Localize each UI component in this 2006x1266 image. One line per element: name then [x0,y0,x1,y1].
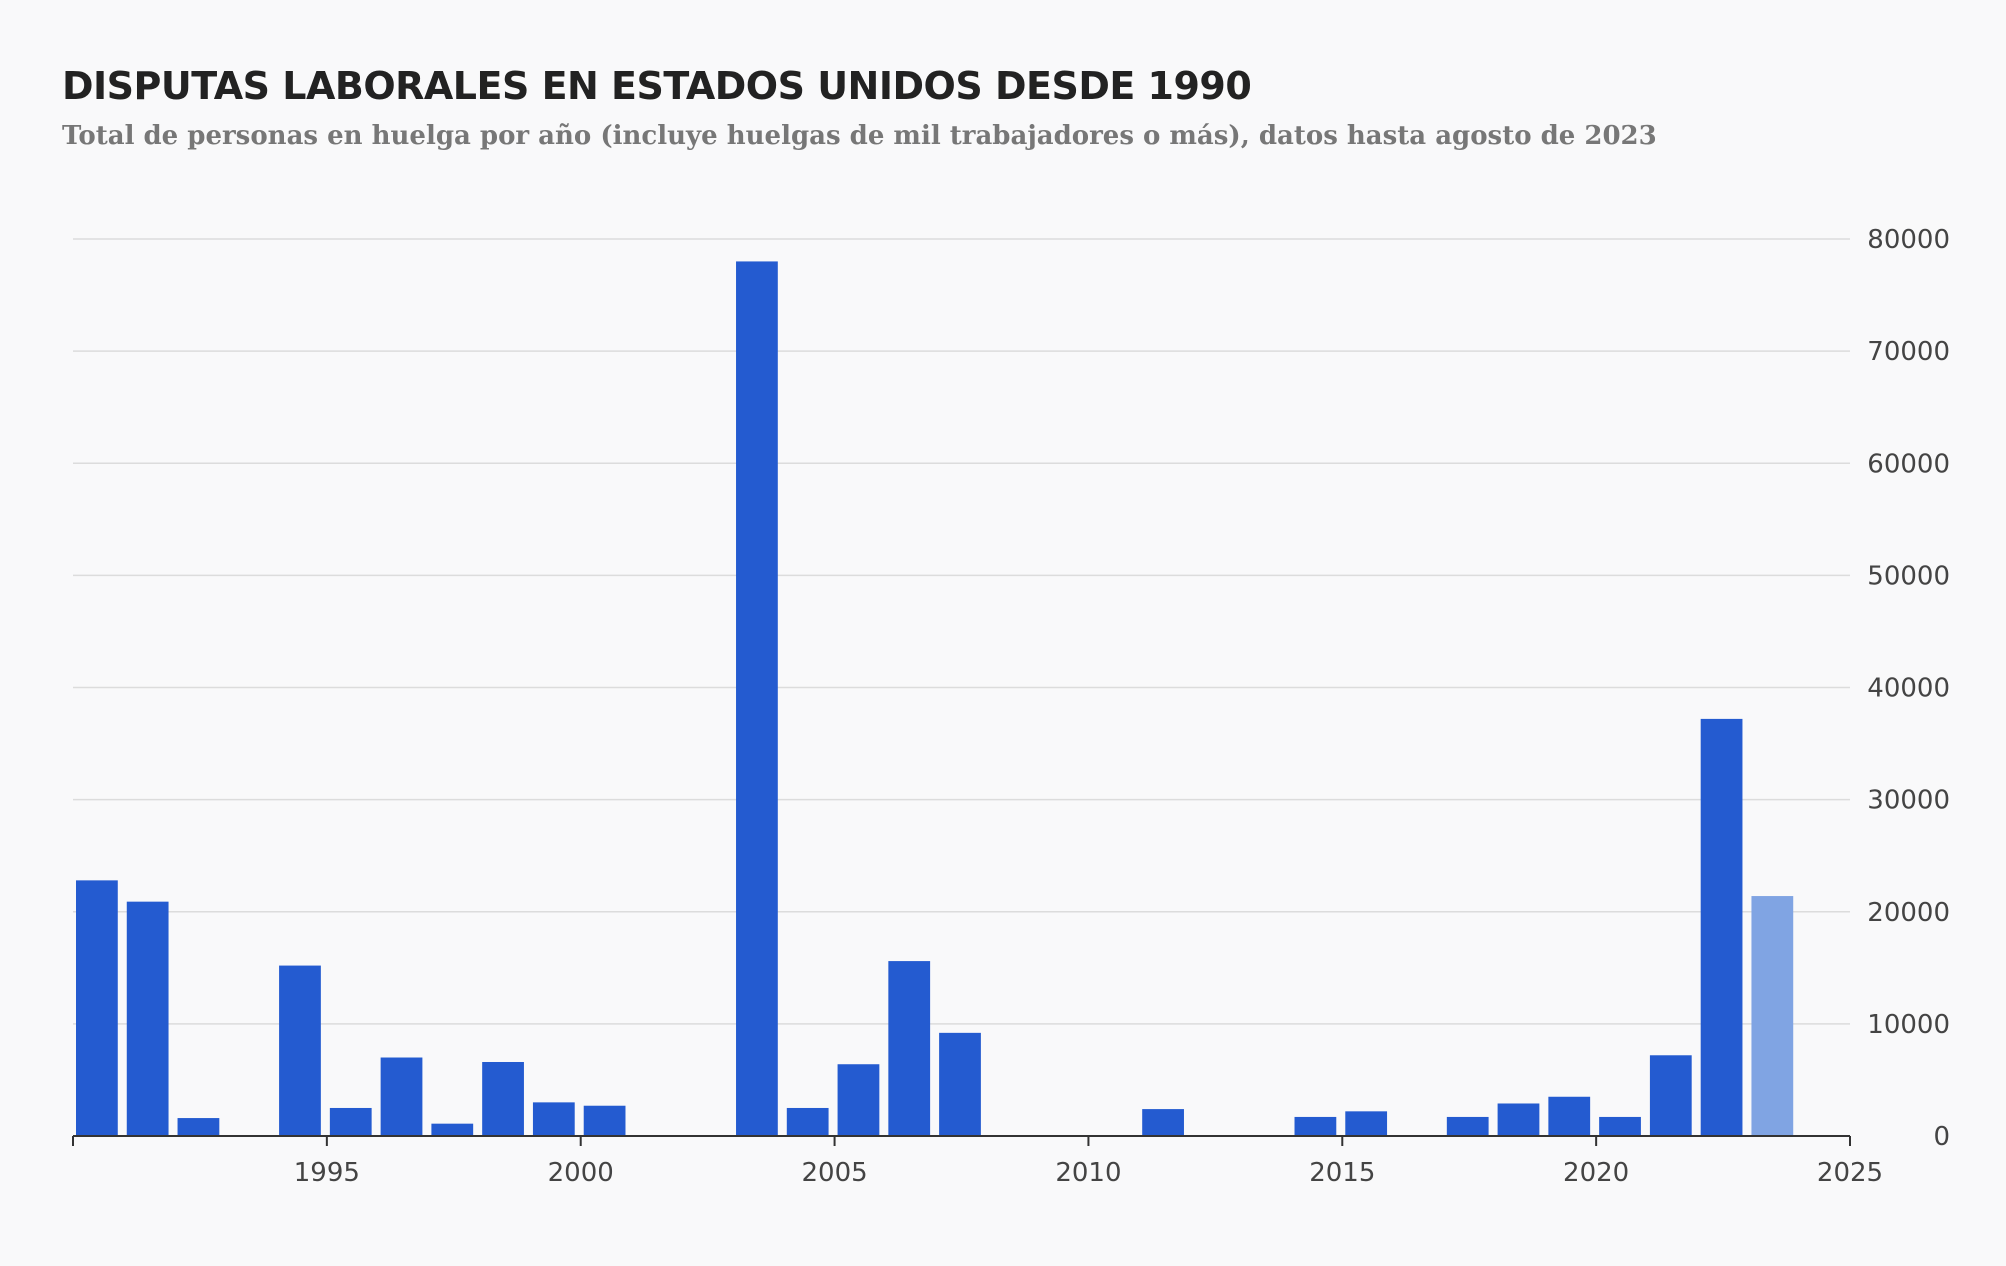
bar-1997 [431,1123,474,1136]
y-tick-label: 60000 [1867,449,1950,479]
y-tick-label: 10000 [1867,1010,1950,1040]
bar-2018 [1497,1103,1540,1136]
bar-1996 [380,1057,423,1136]
chart-subtitle: Total de personas en huelga por año (inc… [62,121,1657,151]
y-tick-label: 40000 [1867,674,1950,704]
bar-1995 [329,1107,372,1136]
bar-2003 [736,261,778,1136]
x-tick-label: 2000 [548,1158,614,1188]
y-tick-label: 0 [1933,1122,1950,1152]
x-tick-label: 2025 [1817,1158,1883,1188]
bars [76,261,1794,1136]
bar-2004 [786,1107,829,1136]
y-tick-label: 70000 [1867,337,1950,367]
x-axis-ticks: 1995 2000 2005 2010 2015 2020 2025 [294,1158,1883,1188]
bar-2020 [1599,1116,1641,1136]
y-tick-label: 80000 [1867,225,1950,255]
bar-1994 [279,965,321,1136]
x-tick-label: 2015 [1309,1158,1375,1188]
bar-1999 [532,1102,575,1136]
x-tick-label: 1995 [294,1158,360,1188]
bar-1998 [482,1061,524,1136]
bar-2011 [1142,1109,1184,1136]
bar-2006 [888,961,931,1136]
bar-2007 [939,1032,981,1136]
bar-2014 [1294,1116,1337,1136]
bar-2023 [1751,896,1794,1136]
x-tick-label: 2010 [1055,1158,1121,1188]
bar-2021 [1649,1055,1692,1136]
y-tick-label: 30000 [1867,786,1950,816]
bar-2005 [837,1064,880,1136]
x-tick-label: 2005 [801,1158,867,1188]
bar-2000 [583,1105,626,1136]
bar-1991 [126,901,169,1136]
bar-1992 [177,1118,220,1136]
y-tick-label: 50000 [1867,561,1950,591]
bar-2022 [1700,718,1743,1136]
y-tick-label: 20000 [1867,898,1950,928]
grid-lines [73,238,1850,1025]
x-tick-label: 2020 [1563,1158,1629,1188]
y-axis-ticks: 0 10000 20000 30000 40000 50000 60000 70000 8000… [1867,225,1950,1152]
chart-title: DISPUTAS LABORALES EN ESTADOS UNIDOS DES… [62,64,1252,108]
bar-2017 [1446,1116,1489,1136]
bar-1990 [76,880,118,1136]
bar-2015 [1345,1111,1388,1136]
x-axis [72,1135,1851,1146]
bar-2019 [1548,1096,1591,1136]
